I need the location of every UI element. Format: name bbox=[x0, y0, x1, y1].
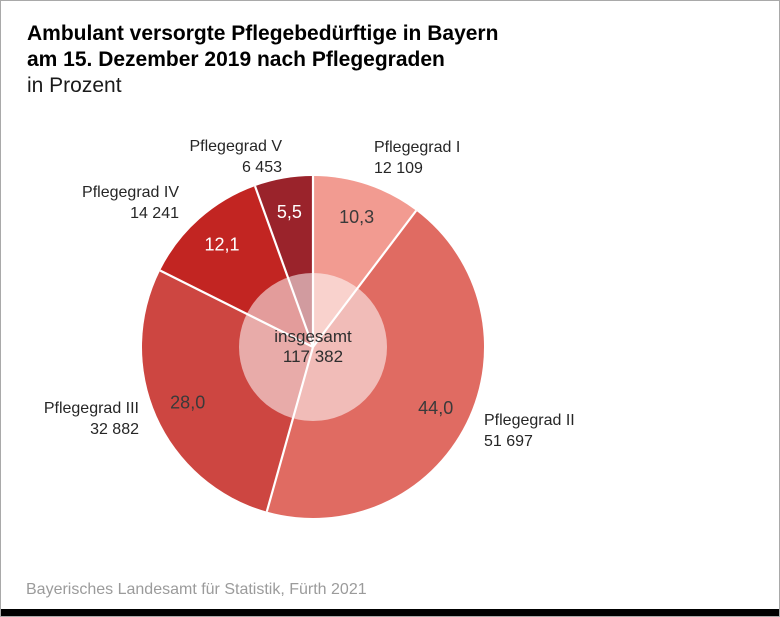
label-pflegegrad-1-name: Pflegegrad I bbox=[374, 139, 461, 156]
total-label-value: 117 382 bbox=[282, 347, 344, 366]
label-pflegegrad-2-count: 51 697 bbox=[484, 433, 533, 450]
total-label: insgesamt 117 382 bbox=[274, 327, 351, 367]
bottom-bar bbox=[1, 609, 779, 616]
label-pflegegrad-3: Pflegegrad III 32 882 bbox=[44, 398, 139, 440]
label-pflegegrad-4-count: 14 241 bbox=[130, 205, 179, 222]
label-pflegegrad-4-name: Pflegegrad IV bbox=[82, 184, 179, 201]
center-overlay-circle bbox=[239, 273, 387, 421]
percent-label-pflegegrad-2: 44,0 bbox=[418, 398, 453, 418]
label-pflegegrad-3-count: 32 882 bbox=[90, 421, 139, 438]
percent-label-pflegegrad-5: 5,5 bbox=[277, 202, 302, 222]
label-pflegegrad-2: Pflegegrad II 51 697 bbox=[484, 410, 575, 452]
chart-subtitle: in Prozent bbox=[27, 74, 122, 97]
chart-title-line1: Ambulant versorgte Pflegebedürftige in B… bbox=[27, 22, 499, 45]
label-pflegegrad-5-name: Pflegegrad V bbox=[189, 138, 282, 155]
label-pflegegrad-1: Pflegegrad I 12 109 bbox=[374, 137, 460, 179]
label-pflegegrad-3-name: Pflegegrad III bbox=[43, 400, 139, 417]
chart-header: Ambulant versorgte Pflegebedürftige in B… bbox=[27, 21, 498, 99]
source-text: Bayerisches Landesamt für Statistik, Für… bbox=[26, 581, 367, 598]
label-pflegegrad-4: Pflegegrad IV 14 241 bbox=[82, 182, 179, 224]
chart-title-line2: am 15. Dezember 2019 nach Pflegegraden bbox=[27, 48, 445, 71]
total-label-caption: insgesamt bbox=[274, 327, 352, 346]
label-pflegegrad-2-name: Pflegegrad II bbox=[484, 412, 575, 429]
label-pflegegrad-5-count: 6 453 bbox=[241, 159, 282, 176]
label-pflegegrad-5: Pflegegrad V 6 453 bbox=[189, 136, 282, 178]
percent-label-pflegegrad-4: 12,1 bbox=[204, 235, 239, 255]
percent-label-pflegegrad-1: 10,3 bbox=[339, 207, 374, 227]
label-pflegegrad-1-count: 12 109 bbox=[374, 160, 423, 177]
percent-label-pflegegrad-3: 28,0 bbox=[170, 392, 205, 412]
